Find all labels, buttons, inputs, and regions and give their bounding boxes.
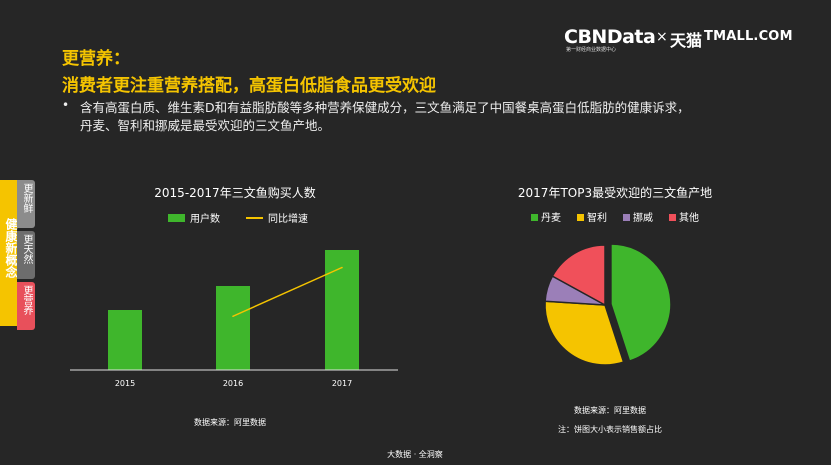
section-headline: 消费者更注重营养搭配，高蛋白低脂食品更受欢迎 — [62, 76, 436, 96]
pie-slice-其他 — [551, 244, 606, 307]
pie-chart: 丹麦 智利 挪威 其他 — [531, 211, 699, 366]
pie-slice-丹麦 — [610, 243, 672, 363]
bar-chart-source: 数据来源：阿里数据 — [194, 418, 266, 427]
bar-chart: 用户数 同比增速 2015 2016 2017 — [70, 212, 398, 388]
growth-line — [232, 266, 343, 317]
bar-2017 — [325, 250, 359, 370]
legend-swatch-0 — [531, 214, 538, 221]
sidebar-main-label: 健康新概念 — [4, 218, 18, 278]
sidebar-tab-natural[interactable]: 更天然 — [17, 231, 35, 279]
legend-label-3: 其他 — [679, 211, 699, 224]
footer-tagline: 大数据 · 全洞察 — [387, 450, 443, 459]
description-line-1: 含有高蛋白质、维生素D和有益脂肪酸等多种营养保健成分，三文鱼满足了中国餐桌高蛋白… — [80, 100, 690, 115]
legend-swatch-1 — [577, 214, 584, 221]
bar-2016 — [216, 286, 250, 370]
cbndata-logo-text: CBNData — [564, 26, 656, 48]
growth-point-2017 — [341, 266, 343, 269]
sidebar-tab-fresh[interactable]: 更新鲜 — [17, 180, 35, 228]
legend-label-0: 用户数 — [190, 212, 220, 225]
cbndata-subtitle: 第一财经商业数据中心 — [566, 47, 617, 53]
section-title: 更营养： — [62, 49, 130, 69]
sidebar-tab-label: 更营养 — [21, 285, 32, 315]
legend-label-2: 挪威 — [633, 211, 653, 224]
sidebar-tab-label: 更天然 — [21, 234, 32, 264]
tick-label-2017: 2017 — [332, 379, 352, 388]
brand-logo: CBNData 第一财经商业数据中心 × 天猫 TMALL.COM — [564, 26, 793, 53]
tick-label-2016: 2016 — [223, 379, 243, 388]
tick-label-2015: 2015 — [115, 379, 135, 388]
sidebar-main-tab: 健康新概念 — [0, 180, 18, 326]
tmall-logo-cn: 天猫 — [670, 31, 703, 50]
growth-point-2016 — [232, 315, 234, 318]
legend-swatch-2 — [623, 214, 630, 221]
bar-2015 — [108, 310, 142, 370]
description-line-2: 丹麦、智利和挪威是最受欢迎的三文鱼产地。 — [80, 118, 331, 133]
legend-swatch-3 — [669, 214, 676, 221]
legend-label-1: 智利 — [587, 211, 607, 224]
bullet-icon: • — [62, 98, 70, 112]
pie-chart-note: 注：饼图大小表示销售额占比 — [558, 425, 662, 434]
sidebar-tab-label: 更新鲜 — [21, 183, 32, 213]
bar-chart-title: 2015-2017年三文鱼购买人数 — [154, 186, 316, 200]
tmall-logo-en: TMALL.COM — [704, 29, 793, 44]
sidebar-tab-nutrition[interactable]: 更营养 — [17, 282, 35, 330]
pie-chart-title: 2017年TOP3最受欢迎的三文鱼产地 — [517, 186, 713, 200]
legend-label-1: 同比增速 — [268, 212, 308, 225]
pie-chart-source: 数据来源：阿里数据 — [574, 406, 646, 415]
pie-slice-智利 — [544, 300, 625, 366]
legend-label-0: 丹麦 — [541, 212, 561, 224]
logo-separator: × — [656, 29, 668, 45]
legend-swatch-0 — [168, 214, 185, 222]
